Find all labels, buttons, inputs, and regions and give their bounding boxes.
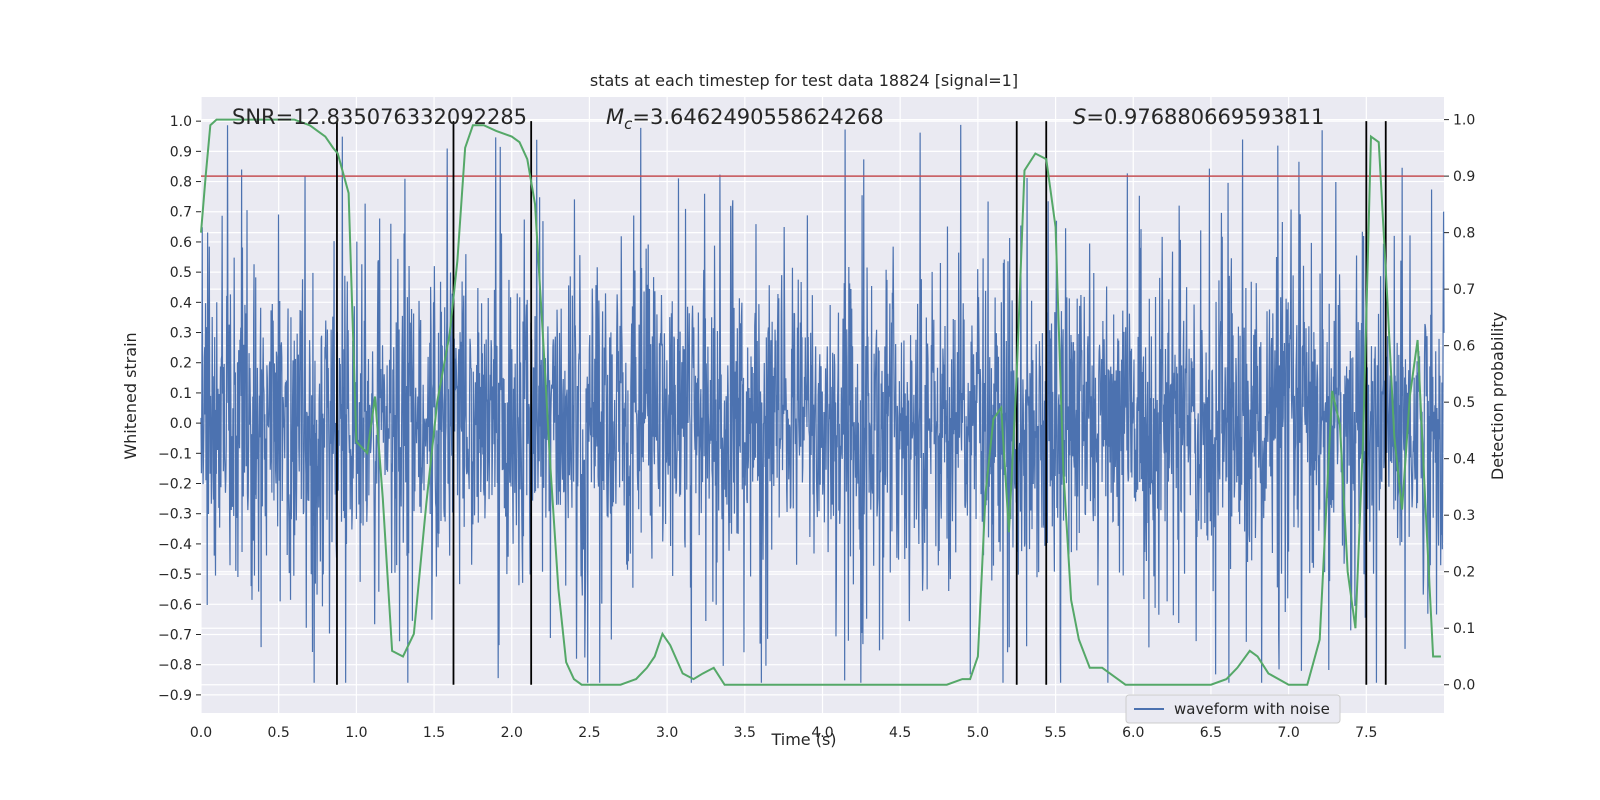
left-y-tick-label: 0.7: [170, 205, 192, 221]
s-value: =0.976880669593811: [1086, 105, 1324, 129]
x-tick-label: 4.0: [811, 725, 833, 741]
chart-title: stats at each timestep for test data 188…: [590, 71, 1018, 90]
left-y-tick-label: −0.3: [158, 507, 192, 523]
s-symbol: S: [1073, 105, 1086, 129]
left-y-tick-label: 0.8: [170, 175, 192, 191]
left-y-tick-label: 0.2: [170, 356, 192, 372]
right-y-tick-label: 0.4: [1453, 452, 1475, 468]
detection-probability-series: [200, 118, 1441, 686]
right-y-tick-label: 0.1: [1453, 621, 1475, 637]
legend-waveform-label: waveform with noise: [1174, 700, 1330, 718]
right-y-tick-label: 0.7: [1453, 282, 1475, 298]
x-tick-label: 6.5: [1200, 725, 1222, 741]
left-y-tick-label: 0.6: [170, 235, 192, 251]
left-y-axis-ticks: −0.9 −0.8 −0.7 −0.6 −0.5 −0.4 −0.3 −0.2 −0.1 0.0 0…: [158, 114, 201, 704]
right-y-tick-label: 0.0: [1453, 678, 1475, 694]
right-y-tick-label: 0.3: [1453, 508, 1475, 524]
right-y-tick-label: 0.2: [1453, 565, 1475, 581]
trigger-vertical-lines: [336, 121, 1387, 685]
snr-annotation: SNR=12.835076332092285: [232, 105, 527, 129]
x-tick-label: 7.0: [1277, 725, 1299, 741]
left-y-tick-label: −0.7: [158, 627, 192, 643]
right-y-tick-label: 0.9: [1453, 169, 1475, 185]
left-y-tick-label: −0.4: [158, 537, 192, 553]
waveform-with-noise-series: [200, 124, 1445, 683]
x-tick-label: 2.5: [578, 725, 600, 741]
x-tick-label: 0.5: [268, 725, 290, 741]
left-y-tick-label: −0.5: [158, 567, 192, 583]
left-y-tick-label: −0.2: [158, 477, 192, 493]
x-tick-label: 6.0: [1122, 725, 1144, 741]
x-axis-ticks: 0.0 0.5 1.0 1.5 2.0 2.5 3.0 3.5 4.0 4.5 5.0 5.5 6.0 6…: [190, 725, 1378, 741]
left-y-tick-label: 0.0: [170, 416, 192, 432]
legend-box: [1125, 694, 1341, 724]
left-y-tick-label: −0.9: [158, 688, 192, 704]
chirp-mass-annotation: Mc=3.6462490558624268: [606, 105, 884, 133]
left-y-tick-label: 0.5: [170, 265, 192, 281]
x-tick-label: 7.5: [1355, 725, 1377, 741]
x-axis-label: Time (s): [770, 730, 836, 749]
x-tick-label: 0.0: [190, 725, 212, 741]
left-y-tick-label: −0.8: [158, 658, 192, 674]
s-annotation: S=0.976880669593811: [1073, 105, 1324, 129]
x-tick-label: 3.5: [734, 725, 756, 741]
left-y-tick-label: 0.1: [170, 386, 192, 402]
x-tick-label: 5.5: [1044, 725, 1066, 741]
right-y-tick-label: 0.5: [1453, 395, 1475, 411]
legend: waveform with noise: [1125, 694, 1341, 724]
right-y-tick-label: 0.6: [1453, 339, 1475, 355]
chirp-mass-value: =3.6462490558624268: [632, 105, 883, 129]
left-y-axis-label: Whitened strain: [121, 332, 140, 459]
right-y-axis-label: Detection probability: [1488, 312, 1507, 480]
left-y-tick-label: 0.4: [170, 295, 192, 311]
right-y-tick-label: 0.8: [1453, 226, 1475, 242]
x-tick-label: 4.5: [889, 725, 911, 741]
x-tick-label: 5.0: [967, 725, 989, 741]
x-tick-label: 3.0: [656, 725, 678, 741]
x-tick-label: 2.0: [501, 725, 523, 741]
right-y-tick-label: 1.0: [1453, 113, 1475, 129]
right-y-axis-ticks: 0.0 0.1 0.2 0.3 0.4 0.5 0.6 0.7 0.8 0.9 1.0: [1444, 113, 1475, 694]
left-y-tick-label: −0.1: [158, 446, 192, 462]
chirp-mass-subscript: c: [624, 115, 633, 133]
left-y-tick-label: −0.6: [158, 597, 192, 613]
chirp-mass-symbol: M: [606, 105, 624, 129]
x-tick-label: 1.0: [345, 725, 367, 741]
left-y-tick-label: 1.0: [170, 114, 192, 130]
left-y-tick-label: 0.3: [170, 326, 192, 342]
x-tick-label: 1.5: [423, 725, 445, 741]
left-y-tick-label: 0.9: [170, 144, 192, 160]
